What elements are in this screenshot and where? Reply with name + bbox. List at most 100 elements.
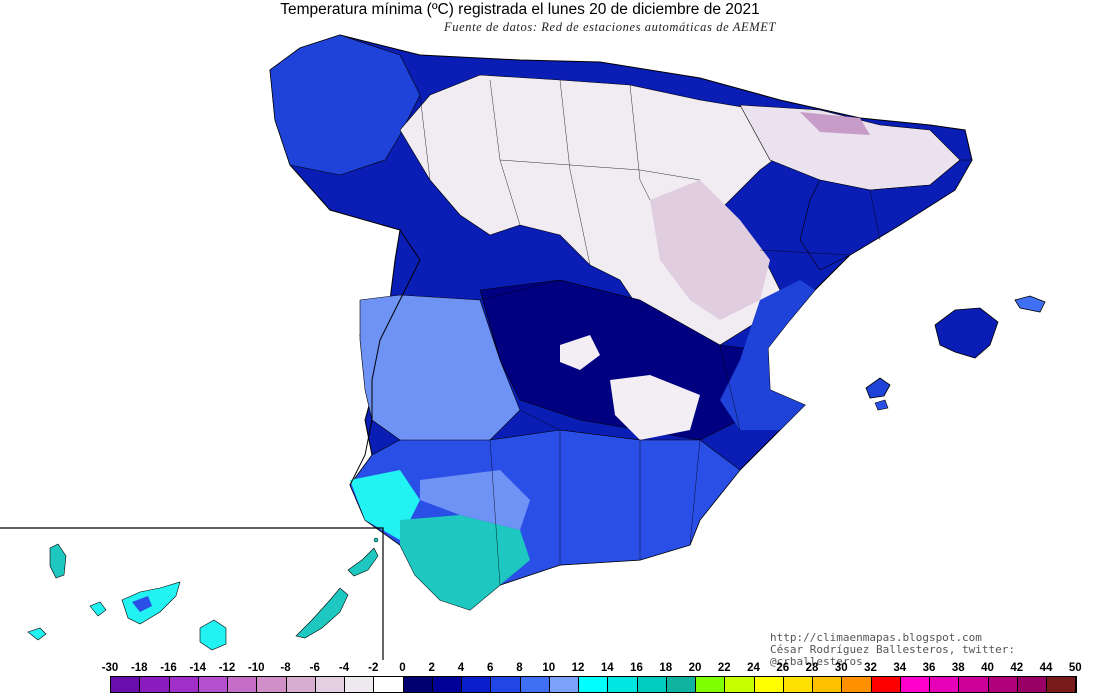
island-fuerteventura [295, 587, 349, 639]
legend-label: 28 [805, 662, 819, 674]
legend-label: 42 [1010, 662, 1024, 674]
legend-swatch [579, 677, 609, 692]
legend-label: -10 [247, 662, 265, 674]
legend-swatch [432, 677, 462, 692]
legend-label: -2 [368, 662, 379, 674]
legend-label: 22 [717, 662, 731, 674]
legend-swatch [725, 677, 755, 692]
legend-swatch [286, 677, 316, 692]
legend-swatch [930, 677, 960, 692]
canary-inset-frame [0, 527, 384, 660]
legend-label: 32 [864, 662, 877, 674]
legend-label: -16 [160, 662, 177, 674]
legend-label: -6 [309, 662, 320, 674]
legend-label: 10 [542, 662, 556, 674]
legend-label: 34 [893, 662, 907, 674]
legend-swatch [666, 677, 696, 692]
legend-swatch [988, 677, 1018, 692]
island-lanzarote [347, 547, 379, 577]
legend-swatch [754, 677, 784, 692]
legend-swatch [637, 677, 667, 692]
island-tenerife-core [132, 596, 152, 612]
island-ibiza [865, 377, 891, 399]
region-center-white [560, 335, 600, 370]
legend-label: 24 [747, 662, 760, 674]
legend-label: -30 [101, 662, 119, 674]
legend-swatch [783, 677, 813, 692]
legend-label: 8 [516, 662, 523, 674]
legend-label: -12 [218, 662, 236, 674]
legend-label: 14 [600, 662, 614, 674]
legend-label: 2 [428, 662, 435, 674]
island-menorca [1014, 295, 1046, 313]
legend-swatch [403, 677, 433, 692]
legend-swatch [813, 677, 843, 692]
legend-swatch [462, 677, 492, 692]
region-pyrenees-magenta [800, 112, 870, 135]
legend-swatch [345, 677, 375, 692]
legend-swatch [374, 677, 404, 692]
legend-swatch [1017, 677, 1047, 692]
legend-label: -8 [280, 662, 291, 674]
region-galicia [269, 34, 421, 176]
region-levante [720, 280, 815, 430]
legend-label: 16 [630, 662, 643, 674]
island-tenerife [121, 581, 181, 625]
region-cadiz-teal [400, 515, 530, 610]
map-subtitle: Fuente de datos: Red de estaciones autom… [443, 20, 776, 34]
legend-swatch [959, 677, 989, 692]
legend-label: -18 [130, 662, 148, 674]
legend-swatch [228, 677, 258, 692]
map-title: Temperatura mínima (ºC) registrada el lu… [280, 1, 760, 18]
legend-swatch [608, 677, 638, 692]
legend-swatch [900, 677, 930, 692]
portugal-border [349, 229, 421, 486]
legend-swatch [169, 677, 199, 692]
region-sevilla-lightblue [420, 470, 530, 530]
legend-label: -4 [338, 662, 350, 674]
island-lobos [373, 537, 379, 543]
credits-author: César Rodríguez Ballesteros, twitter: @c… [770, 643, 1016, 668]
credits: http://climaenmapas.blogspot.com César R… [770, 632, 1098, 668]
island-la-palma [49, 543, 67, 579]
color-legend: -30 -18 -16 -14 -12 -10 -8 -6 -4 -2 0 2 4 6 8 10 12 14 16 1… [102, 662, 1082, 693]
legend-label: -14 [189, 662, 207, 674]
legend-swatch [315, 677, 345, 692]
legend-labels: -30 -18 -16 -14 -12 -10 -8 -6 -4 -2 0 2 4 6 8 10 12 14 16 1… [102, 662, 1082, 676]
legend-swatch [871, 677, 901, 692]
legend-label: 12 [571, 662, 585, 674]
legend-label: 26 [776, 662, 790, 674]
island-formentera [874, 399, 889, 411]
legend-swatch [842, 677, 872, 692]
legend-label: 20 [688, 662, 702, 674]
legend-label: 40 [981, 662, 994, 674]
legend-label: 44 [1039, 662, 1053, 674]
legend-label: 6 [487, 662, 494, 674]
region-pink-highlands [650, 180, 770, 320]
legend-swatch [198, 677, 228, 692]
legend-label: 18 [659, 662, 673, 674]
island-la-gomera [89, 601, 107, 617]
region-catalonia [799, 159, 973, 271]
legend-swatch [140, 677, 170, 692]
legend-swatch [696, 677, 726, 692]
island-gran-canaria [199, 619, 227, 651]
legend-label: 4 [457, 662, 465, 674]
legend-bar [110, 676, 1078, 693]
legend-swatch [520, 677, 550, 692]
legend-label: 38 [951, 662, 965, 674]
legend-label: 50 [1068, 662, 1082, 674]
legend-swatch [549, 677, 579, 692]
legend-label: 0 [399, 662, 406, 674]
legend-label: 36 [922, 662, 936, 674]
legend-swatch [257, 677, 287, 692]
legend-swatch [491, 677, 521, 692]
island-mallorca [934, 307, 999, 359]
province-borders [419, 79, 881, 586]
credits-website: http://climaenmapas.blogspot.com [770, 631, 982, 644]
island-el-hierro [27, 627, 47, 641]
legend-label: 30 [834, 662, 848, 674]
legend-swatch [111, 677, 141, 692]
legend-swatch [1047, 677, 1077, 692]
